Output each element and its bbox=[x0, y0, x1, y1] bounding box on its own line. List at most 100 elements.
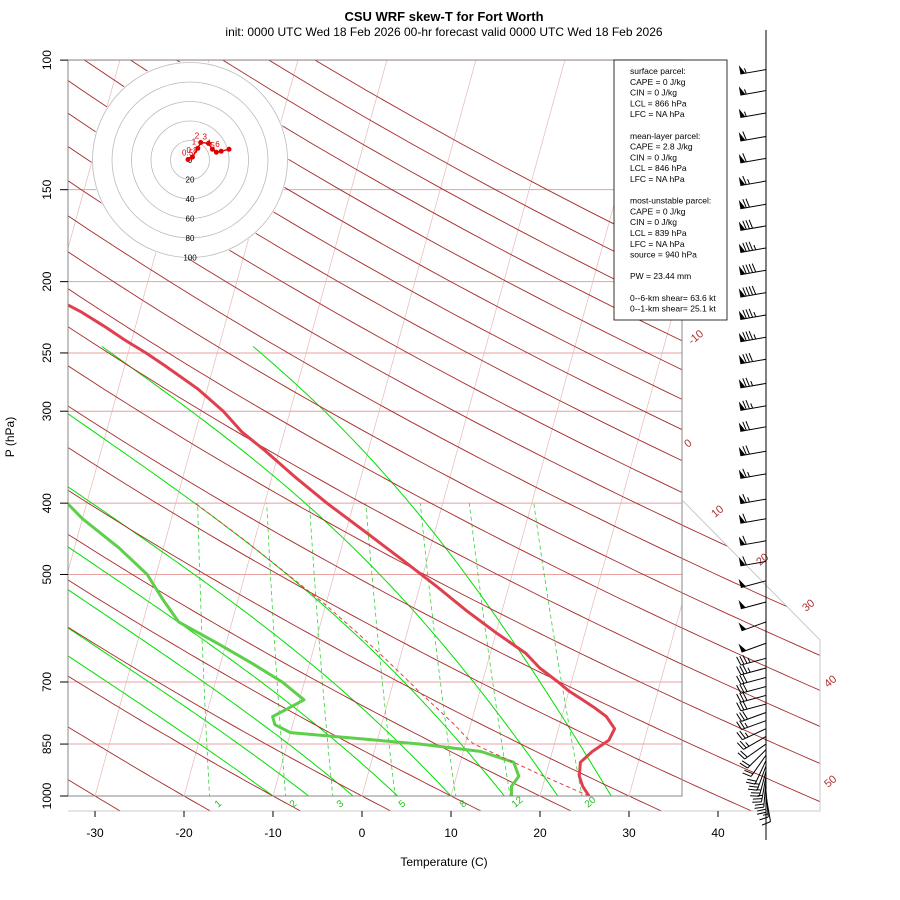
x-tick-label: 10 bbox=[444, 826, 458, 840]
mixing-ratio-line bbox=[309, 503, 334, 796]
moist-adiabat-line bbox=[68, 486, 452, 796]
dry-adiabat-line bbox=[68, 60, 820, 811]
temperature-profile bbox=[68, 303, 617, 796]
mixing-ratio-label: 5 bbox=[397, 798, 409, 810]
wind-barb bbox=[738, 285, 767, 298]
dry-adiabat-line bbox=[68, 60, 753, 811]
mixing-ratio-line bbox=[365, 503, 396, 796]
isotherm-line bbox=[628, 602, 682, 796]
dry-adiabat-line bbox=[68, 60, 820, 811]
wind-barb bbox=[738, 175, 767, 187]
info-line: source = 940 hPa bbox=[630, 250, 697, 260]
info-line: CAPE = 2.8 J/kg bbox=[630, 142, 693, 152]
wind-barb bbox=[736, 736, 767, 750]
info-line: mean-layer parcel: bbox=[630, 131, 700, 141]
wind-barb bbox=[738, 621, 767, 632]
x-tick-label: 20 bbox=[533, 826, 547, 840]
hodograph-point bbox=[213, 149, 219, 155]
wind-barbs bbox=[736, 30, 772, 840]
wind-barb bbox=[738, 65, 767, 75]
info-line: CAPE = 0 J/kg bbox=[630, 206, 686, 216]
dry-adiabat-label: 50 bbox=[822, 773, 839, 790]
wind-barb bbox=[754, 781, 767, 809]
dry-adiabat-line bbox=[68, 60, 302, 811]
isotherm-line bbox=[361, 60, 566, 796]
y-tick-label: 200 bbox=[40, 271, 54, 291]
hodograph-point-label: 0.8 bbox=[186, 146, 198, 155]
hodograph-point bbox=[218, 148, 224, 154]
dry-adiabat-line bbox=[68, 60, 820, 811]
x-tick-label: 30 bbox=[622, 826, 636, 840]
info-line: 0--1-km shear= 25.1 kt bbox=[630, 304, 716, 314]
wind-barb bbox=[738, 241, 767, 253]
wind-barb bbox=[738, 468, 767, 479]
wind-barb bbox=[736, 674, 767, 685]
wind-barb bbox=[738, 108, 767, 119]
y-tick-label: 150 bbox=[40, 179, 54, 199]
hodograph-ring-label: 20 bbox=[186, 176, 195, 185]
wind-barb bbox=[736, 728, 767, 741]
wind-barb bbox=[738, 400, 767, 411]
moist-adiabats bbox=[68, 346, 612, 796]
moist-adiabat-line bbox=[68, 589, 354, 796]
dry-adiabat-line bbox=[68, 60, 820, 811]
hodograph-point-label: 6 bbox=[215, 140, 220, 149]
wind-barb bbox=[736, 720, 767, 731]
wind-barb bbox=[736, 711, 767, 722]
hodograph-point bbox=[189, 154, 195, 160]
y-tick-label: 250 bbox=[40, 343, 54, 363]
info-line: LCL = 839 hPa bbox=[630, 228, 687, 238]
hodograph-point-label: 1 bbox=[192, 137, 197, 146]
hodograph-ring bbox=[92, 62, 288, 258]
info-line: surface parcel: bbox=[630, 66, 686, 76]
wind-barb bbox=[738, 493, 767, 505]
info-line: CIN = 0 J/kg bbox=[630, 217, 677, 227]
plot-frame bbox=[67, 59, 683, 797]
hodograph-point bbox=[206, 140, 212, 146]
y-tick-label: 500 bbox=[40, 564, 54, 584]
moist-adiabat-line bbox=[68, 413, 505, 796]
plot-frame-extension bbox=[68, 499, 821, 812]
dry-adiabat-label: 20 bbox=[754, 551, 771, 568]
wind-barb bbox=[738, 421, 767, 432]
y-tick-label: 100 bbox=[40, 50, 54, 70]
x-tick-label: 0 bbox=[359, 826, 366, 840]
wind-barb bbox=[739, 749, 767, 769]
moist-adiabat-line bbox=[68, 655, 274, 796]
wind-barb bbox=[736, 654, 767, 666]
chart-title: CSU WRF skew-T for Fort Worth bbox=[344, 9, 543, 24]
wind-barb bbox=[736, 683, 767, 694]
isotherm-line bbox=[803, 60, 900, 812]
isotherm-line bbox=[714, 60, 900, 812]
dry-adiabat-line bbox=[130, 60, 820, 811]
wind-barb bbox=[738, 198, 767, 210]
x-tick-label: -20 bbox=[175, 826, 193, 840]
wind-barb bbox=[736, 692, 767, 703]
wind-barb bbox=[738, 578, 767, 589]
info-line: LFC = NA hPa bbox=[630, 109, 685, 119]
dry-adiabat-line bbox=[68, 60, 573, 811]
dry-adiabat-line bbox=[68, 60, 212, 811]
wind-barb bbox=[747, 765, 767, 791]
dry-adiabat-line bbox=[314, 60, 820, 811]
info-line: CAPE = 0 J/kg bbox=[630, 77, 686, 87]
mixing-ratio-line bbox=[533, 503, 583, 796]
isotherm-line bbox=[539, 279, 682, 796]
wind-barb bbox=[738, 352, 767, 365]
hodograph-ring bbox=[131, 101, 249, 219]
mixing-ratio-label: 1 bbox=[213, 798, 225, 810]
dry-adiabat-line bbox=[68, 60, 393, 811]
info-line: PW = 23.44 mm bbox=[630, 271, 691, 281]
x-axis-label: Temperature (C) bbox=[400, 855, 487, 869]
wind-barb bbox=[738, 445, 767, 457]
wind-barb bbox=[738, 131, 767, 142]
dry-adiabat-label: 40 bbox=[822, 673, 839, 690]
dry-adiabat-line bbox=[84, 60, 820, 811]
mixing-ratio-label: 3 bbox=[335, 798, 347, 810]
wind-barb bbox=[738, 535, 767, 546]
info-line: LCL = 866 hPa bbox=[630, 98, 687, 108]
